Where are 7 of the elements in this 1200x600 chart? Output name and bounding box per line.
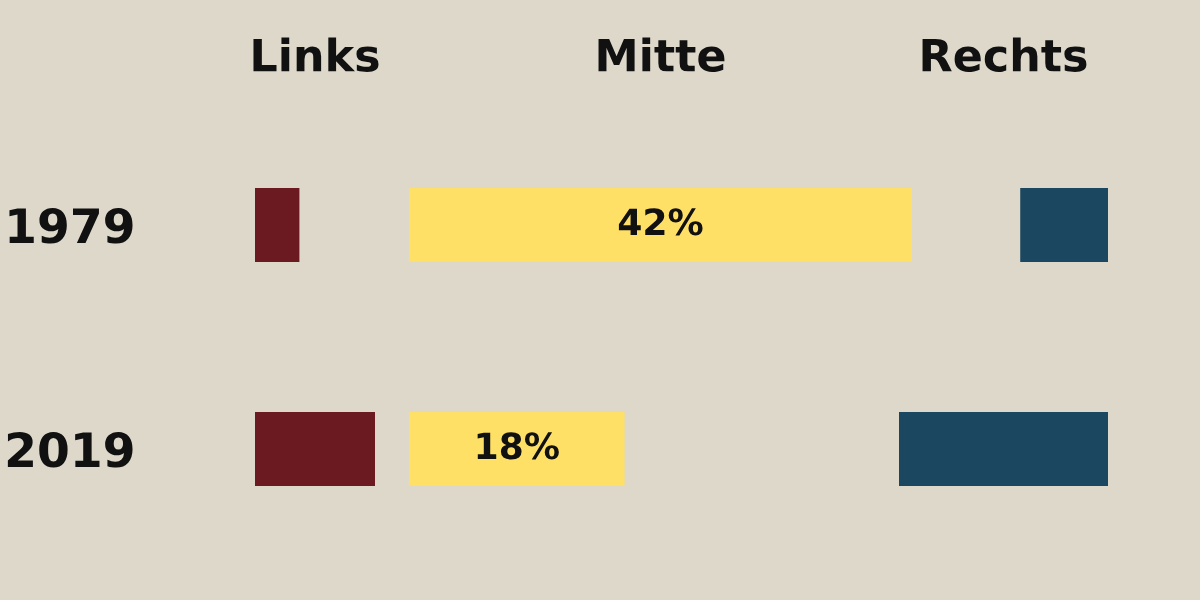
chart-title: Rechts	[922, 37, 1087, 72]
y-tick-label: 2019	[7, 431, 133, 468]
data-label: 42%	[618, 208, 703, 236]
chart-title: Links	[253, 37, 379, 72]
y-tick-label: 1979	[9, 207, 133, 244]
chart-title: Mitte	[598, 37, 725, 72]
data-label: 18%	[477, 432, 559, 460]
